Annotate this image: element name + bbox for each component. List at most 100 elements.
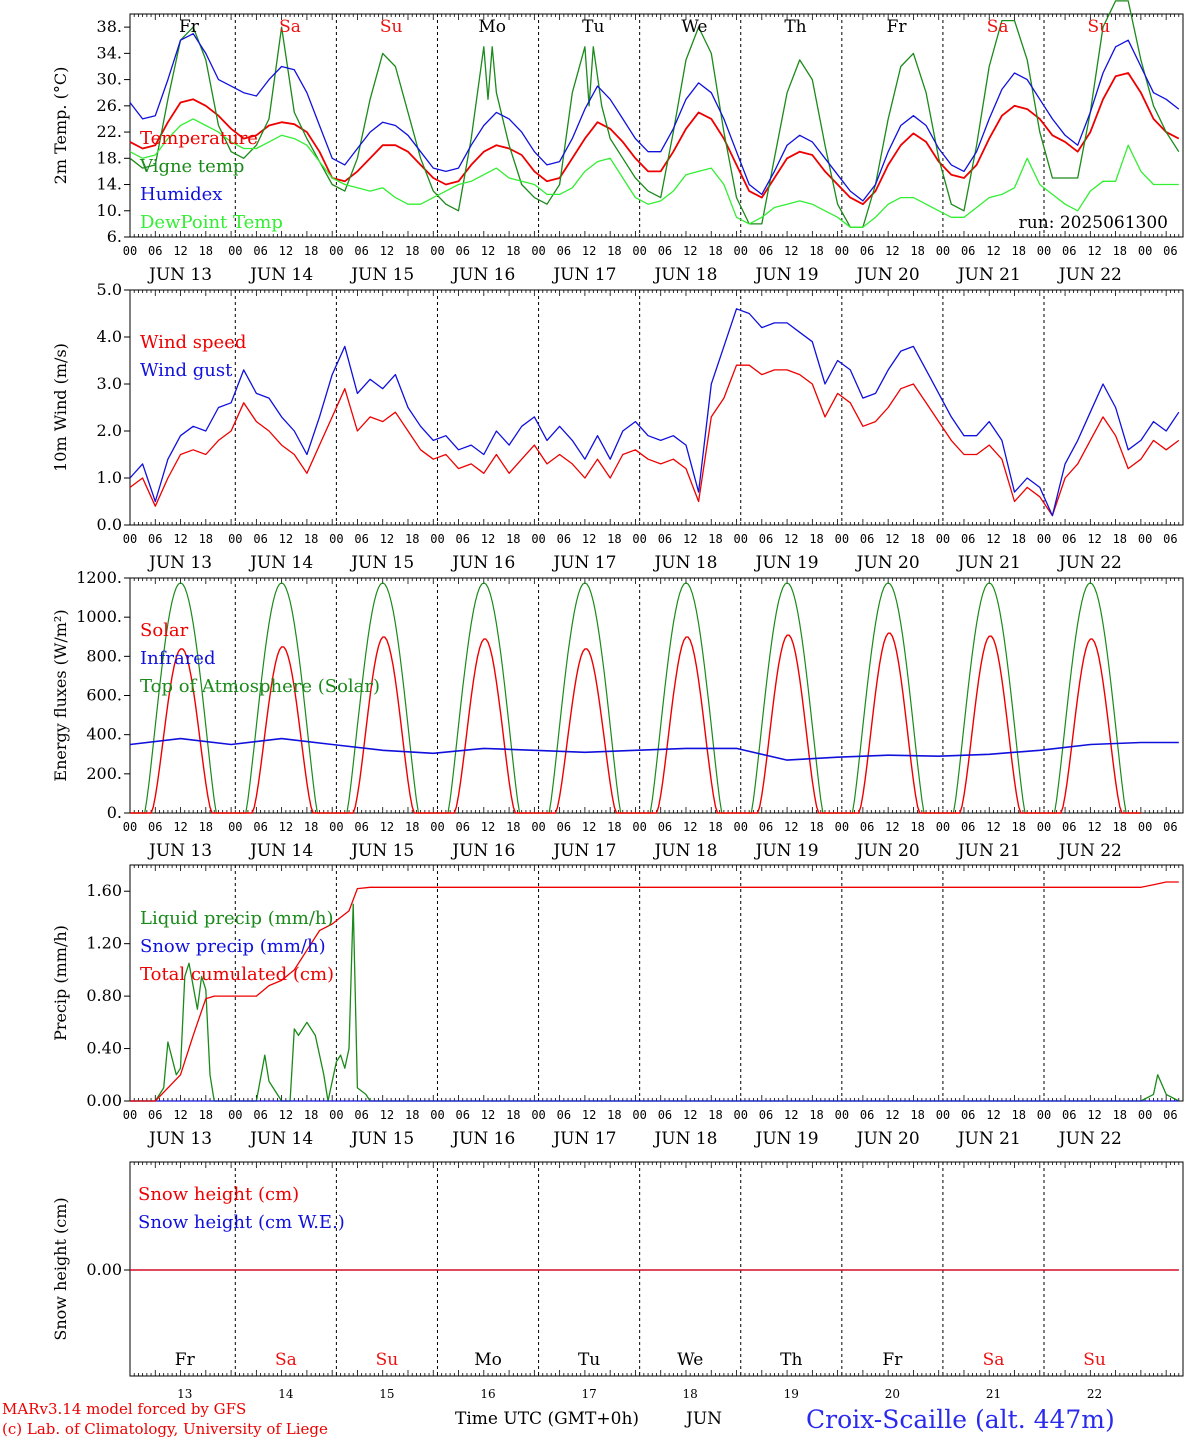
hour-tick-label: 12	[481, 244, 495, 258]
hour-tick-label: 18	[1012, 820, 1026, 834]
hour-tick-label: 12	[784, 820, 798, 834]
hour-tick-label: 18	[405, 244, 419, 258]
series-line-Total cumulated (cm)	[130, 881, 1179, 1102]
y-tick-label: 14.	[97, 175, 122, 194]
hour-tick-label: 00	[1037, 532, 1051, 546]
day-label: JUN 15	[349, 265, 414, 285]
hour-tick-label: 12	[683, 1108, 697, 1122]
y-axis-label: 10m Wind (m/s)	[51, 343, 70, 472]
hour-tick-label: 18	[1113, 244, 1127, 258]
hour-tick-label: 06	[961, 1108, 975, 1122]
toa-solar-curve	[231, 582, 333, 814]
hour-tick-label: 00	[430, 532, 444, 546]
hour-tick-label: 00	[123, 1108, 137, 1122]
x-axis-label: Time UTC (GMT+0h)	[455, 1409, 639, 1429]
hour-tick-label: 18	[1113, 820, 1127, 834]
hour-tick-label: 18	[199, 244, 213, 258]
y-tick-label: 22.	[97, 122, 122, 141]
hour-tick-label: 18	[708, 1108, 722, 1122]
day-label: JUN 16	[450, 553, 515, 573]
weekday-label-bottom: Sa	[983, 1350, 1005, 1370]
hour-tick-label: 12	[279, 1108, 293, 1122]
hour-tick-label: 18	[405, 820, 419, 834]
month-label: JUN	[684, 1409, 722, 1429]
series-line-Liquid precip (mm/h)	[130, 903, 1180, 1102]
hour-tick-label: 18	[304, 1108, 318, 1122]
hour-tick-label: 12	[279, 820, 293, 834]
hour-tick-label: 00	[123, 532, 137, 546]
hour-tick-label: 18	[506, 1108, 520, 1122]
day-number-label: 18	[683, 1387, 698, 1401]
toa-solar-curve	[332, 582, 434, 814]
hour-tick-label: 12	[986, 1108, 1000, 1122]
y-tick-label: 34.	[97, 43, 122, 62]
hour-tick-label: 00	[329, 244, 343, 258]
y-tick-label: 600.	[86, 686, 122, 705]
hour-tick-label: 06	[860, 1108, 874, 1122]
day-number-label: 21	[986, 1387, 1001, 1401]
day-label: JUN 13	[147, 265, 212, 285]
infrared-line	[129, 737, 1179, 761]
hour-tick-label: 18	[506, 244, 520, 258]
day-number-label: 14	[278, 1387, 294, 1401]
hour-tick-label: 12	[481, 532, 495, 546]
hour-tick-label: 18	[607, 820, 621, 834]
hour-tick-label: 18	[1012, 244, 1026, 258]
hour-tick-label: 12	[986, 244, 1000, 258]
hour-tick-label: 12	[279, 244, 293, 258]
day-label: JUN 20	[855, 553, 920, 573]
copyright-credit: (c) Lab. of Climatology, University of L…	[2, 1420, 328, 1438]
hour-tick-label: 12	[784, 1108, 798, 1122]
weekday-label-top: Fr	[179, 17, 200, 37]
weekday-label-top: Sa	[987, 17, 1009, 37]
hour-tick-label: 06	[658, 820, 672, 834]
legend-entry: Top of Atmosphere (Solar)	[140, 676, 380, 697]
y-tick-label: 0.40	[86, 1039, 122, 1058]
day-number-label: 16	[480, 1387, 495, 1401]
hour-tick-label: 18	[809, 820, 823, 834]
hour-tick-label: 06	[557, 532, 571, 546]
hour-tick-label: 12	[380, 532, 394, 546]
hour-tick-label: 00	[835, 1108, 849, 1122]
hour-tick-label: 00	[632, 244, 646, 258]
hour-tick-label: 06	[354, 244, 368, 258]
solar-curve	[1039, 638, 1141, 814]
legend-entry: Liquid precip (mm/h)	[140, 908, 334, 929]
hour-tick-label: 06	[1062, 1108, 1076, 1122]
day-label: JUN 18	[652, 841, 717, 861]
day-label: JUN 19	[754, 841, 819, 861]
hour-tick-label: 18	[199, 1108, 213, 1122]
hour-tick-label: 00	[1138, 1108, 1152, 1122]
series-line-Wind gust	[129, 308, 1180, 517]
y-tick-label: 6.	[107, 227, 122, 246]
hour-tick-label: 18	[607, 244, 621, 258]
hour-tick-label: 06	[658, 1108, 672, 1122]
hour-tick-label: 06	[354, 820, 368, 834]
hour-tick-label: 18	[910, 244, 924, 258]
hour-tick-label: 06	[1062, 820, 1076, 834]
hour-tick-label: 00	[632, 1108, 646, 1122]
day-label: JUN 19	[754, 553, 819, 573]
hour-tick-label: 18	[304, 820, 318, 834]
weekday-label-bottom: Fr	[175, 1350, 196, 1370]
hour-tick-label: 06	[961, 820, 975, 834]
hour-tick-label: 12	[986, 532, 1000, 546]
hour-tick-label: 12	[380, 820, 394, 834]
hour-tick-label: 12	[885, 820, 899, 834]
hour-tick-label: 06	[557, 244, 571, 258]
hour-tick-label: 06	[456, 244, 470, 258]
weekday-label-bottom: We	[677, 1350, 703, 1370]
hour-tick-label: 18	[809, 1108, 823, 1122]
legend-entry: Wind gust	[140, 360, 233, 381]
legend-entry: Snow precip (mm/h)	[140, 936, 326, 957]
hour-tick-label: 06	[961, 532, 975, 546]
hour-tick-label: 12	[1087, 820, 1101, 834]
hour-tick-label: 18	[506, 532, 520, 546]
hour-tick-label: 06	[148, 532, 162, 546]
hour-tick-label: 18	[809, 532, 823, 546]
hour-tick-label: 18	[607, 1108, 621, 1122]
day-label: JUN 19	[754, 265, 819, 285]
weekday-label-top: Th	[784, 17, 806, 37]
day-label: JUN 22	[1057, 265, 1122, 285]
day-label: JUN 18	[652, 553, 717, 573]
